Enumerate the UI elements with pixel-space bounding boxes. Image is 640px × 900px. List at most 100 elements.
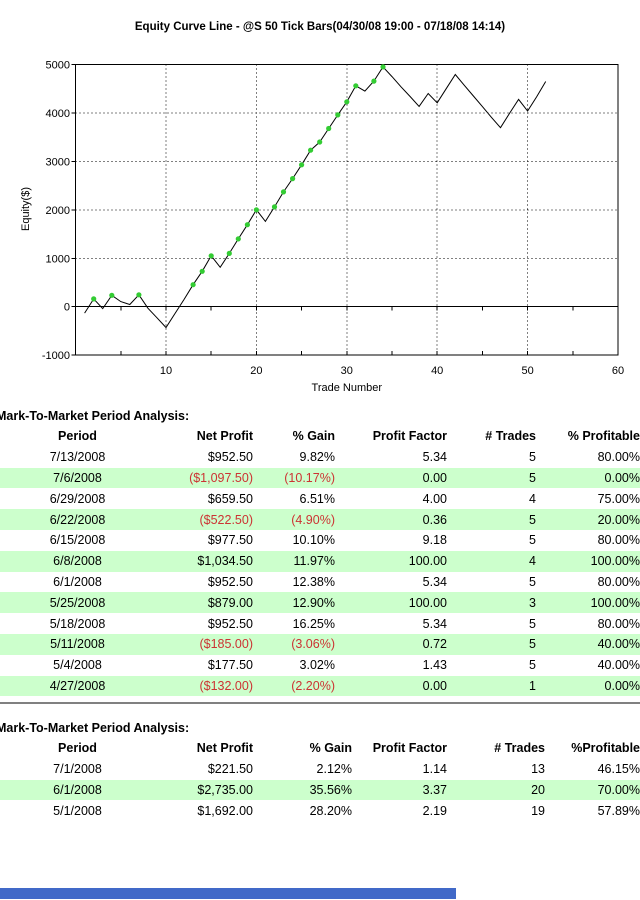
cell-period: 6/15/2008 [49,533,106,548]
cell-pct-gain: 11.97% [293,554,335,569]
cell-num-trades: 5 [529,616,536,631]
cell-pct-gain: (10.17%) [284,470,335,485]
y-tick-label: 4000 [46,108,70,120]
equity-curve-chart: 5000 4000 3000 2000 1000 0 -1000 10 20 30 40 50 60 Eq… [20,60,624,395]
new-high-marker [335,112,341,118]
cell-profit-factor: 5.34 [422,574,447,589]
cell-num-trades: 5 [529,450,536,465]
cell-net-profit: $1,034.50 [197,554,253,569]
column-header: Period [58,429,97,444]
cell-pct-profitable: 0.00% [604,678,640,693]
cell-profit-factor: 0.72 [422,637,447,652]
monthly-analysis-table: Period Net Profit % Gain Profit Factor # Tra… [0,738,640,821]
new-high-marker [136,292,142,298]
cell-num-trades: 20 [531,782,545,797]
cell-pct-profitable: 80.00% [597,450,640,465]
horizontal-scrollbar-thumb[interactable] [0,888,456,899]
column-header: % Gain [292,429,335,444]
cell-num-trades: 4 [529,491,536,506]
cell-period: 6/1/2008 [53,574,102,589]
new-high-marker [353,83,359,89]
table-row: 6/22/2008 ($522.50) (4.90%) 0.36 5 20.00% [0,509,640,530]
cell-profit-factor: 9.18 [422,533,447,548]
cell-pct-profitable: 57.89% [597,803,640,818]
cell-num-trades: 5 [529,533,536,548]
chart-title: Equity Curve Line - @S 50 Tick Bars(04/3… [134,21,506,33]
cell-period: 6/22/2008 [49,512,106,527]
cell-pct-profitable: 70.00% [597,782,640,797]
cell-pct-profitable: 46.15% [597,762,640,777]
plot-border [75,64,619,356]
cell-num-trades: 5 [529,574,536,589]
table-row: 7/13/2008 $952.50 9.82% 5.34 5 80.00% [0,447,640,468]
cell-num-trades: 1 [529,678,536,693]
y-tick-label: 2000 [46,205,70,217]
cell-net-profit: $2,735.00 [197,782,253,797]
table-row: 6/8/2008 $1,034.50 11.97% 100.00 4 100.00% [0,550,640,572]
cell-net-profit: $952.50 [207,574,253,589]
column-header: Profit Factor [372,741,447,756]
cell-pct-profitable: 80.00% [597,533,640,548]
monthly-analysis-section: Mark-To-Market Period Analysis: Period Ne… [0,721,640,821]
cell-num-trades: 5 [529,512,536,527]
new-high-marker [280,189,287,195]
new-high-marker [244,222,250,228]
cell-pct-profitable: 40.00% [597,658,640,673]
table-row: 6/1/2008 $952.50 12.38% 5.34 5 80.00% [0,572,640,593]
cell-net-profit: $952.50 [207,450,253,465]
cell-period: 7/13/2008 [49,450,106,465]
table-row: 7/1/2008 $221.50 2.12% 1.14 13 46.15% [0,759,640,780]
weekly-analysis-table: Period Net Profit % Gain Profit Factor # Tra… [0,426,640,697]
cell-net-profit: $221.50 [207,762,253,777]
new-high-marker [290,176,296,182]
new-high-marker [208,253,214,259]
cell-pct-gain: 9.82% [299,450,335,465]
cell-profit-factor: 0.00 [422,678,447,693]
table-row: 5/18/2008 $952.50 16.25% 5.34 5 80.00% [0,613,640,634]
new-high-marker [308,147,314,153]
new-high-marker [91,296,97,302]
column-header: % Profitable [567,429,640,444]
cell-pct-gain: 10.10% [292,533,335,548]
y-tick-label: 0 [64,302,70,314]
cell-profit-factor: 0.00 [422,470,447,485]
new-high-marker [235,236,241,242]
new-high-marker [326,125,332,132]
cell-profit-factor: 1.14 [422,762,447,777]
cell-profit-factor: 5.34 [422,616,447,631]
cell-pct-profitable: 100.00% [590,595,640,610]
x-tick-label: 60 [612,365,624,377]
table-row: 5/4/2008 $177.50 3.02% 1.43 5 40.00% [0,655,640,676]
cell-net-profit: ($185.00) [199,637,253,652]
cell-pct-gain: 2.12% [316,762,352,777]
cell-pct-gain: 28.20% [309,803,352,818]
cell-net-profit: $952.50 [207,616,253,631]
cell-pct-gain: (4.90%) [291,512,335,527]
x-tick-label: 10 [160,365,172,377]
cell-profit-factor: 100.00 [408,595,447,610]
table-row: 5/1/2008 $1,692.00 28.20% 2.19 19 57.89% [0,800,640,821]
cell-num-trades: 19 [531,803,545,818]
weekly-analysis-section: Mark-To-Market Period Analysis: Period Ne… [0,409,640,697]
cell-num-trades: 5 [529,658,536,673]
monthly-analysis-heading: Mark-To-Market Period Analysis: [0,721,190,735]
new-high-marker [109,292,115,298]
cell-period: 5/4/2008 [53,658,102,673]
cell-pct-profitable: 20.00% [597,512,640,527]
table-row: 7/6/2008 ($1,097.50) (10.17%) 0.00 5 0.00% [0,467,640,489]
header-row: Period Net Profit % Gain Profit Factor # Tra… [0,426,640,447]
column-header: Net Profit [196,429,253,444]
new-high-marker [344,99,350,105]
cell-period: 5/1/2008 [53,803,102,818]
cell-net-profit: $879.00 [207,595,253,610]
cell-pct-gain: 12.90% [292,595,335,610]
cell-pct-gain: 3.02% [299,658,335,673]
cell-pct-gain: 6.51% [299,491,335,506]
cell-pct-gain: 16.25% [292,616,335,631]
cell-net-profit: $177.50 [207,658,253,673]
table-row: 6/15/2008 $977.50 10.10% 9.18 5 80.00% [0,530,640,551]
cell-profit-factor: 0.36 [422,512,447,527]
equity-line [84,66,547,329]
new-high-marker [226,250,232,256]
